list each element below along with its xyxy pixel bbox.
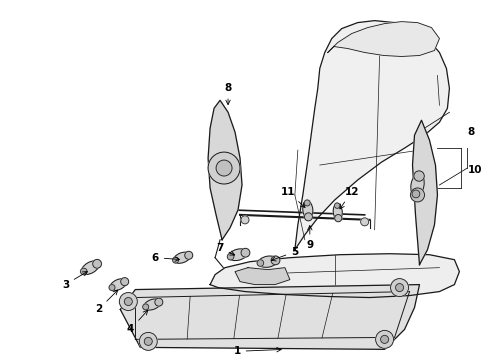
Polygon shape xyxy=(208,100,242,240)
Text: 1: 1 xyxy=(233,346,281,356)
Circle shape xyxy=(381,336,389,343)
Circle shape xyxy=(304,200,310,206)
Ellipse shape xyxy=(173,252,191,263)
Ellipse shape xyxy=(241,248,250,257)
Text: 4: 4 xyxy=(126,310,148,334)
Circle shape xyxy=(143,304,148,310)
Text: 12: 12 xyxy=(340,187,359,209)
Circle shape xyxy=(208,152,240,184)
Polygon shape xyxy=(295,21,449,250)
Circle shape xyxy=(376,330,393,348)
Text: 3: 3 xyxy=(62,271,87,289)
Text: 8: 8 xyxy=(467,127,475,137)
Ellipse shape xyxy=(411,174,424,197)
Circle shape xyxy=(411,188,424,202)
Circle shape xyxy=(227,253,234,260)
Text: 6: 6 xyxy=(151,253,179,263)
Ellipse shape xyxy=(271,256,280,265)
Circle shape xyxy=(216,160,232,176)
Circle shape xyxy=(335,203,340,208)
Circle shape xyxy=(391,279,409,297)
Ellipse shape xyxy=(414,171,424,181)
Polygon shape xyxy=(121,285,419,349)
Polygon shape xyxy=(210,254,460,298)
Circle shape xyxy=(241,216,249,224)
Polygon shape xyxy=(328,22,440,57)
Polygon shape xyxy=(235,268,290,285)
Ellipse shape xyxy=(304,213,313,221)
Circle shape xyxy=(120,293,137,310)
Ellipse shape xyxy=(93,260,101,268)
Circle shape xyxy=(257,260,264,266)
Ellipse shape xyxy=(258,256,278,267)
Text: 5: 5 xyxy=(271,247,298,261)
Ellipse shape xyxy=(155,298,163,306)
Circle shape xyxy=(80,268,87,275)
Circle shape xyxy=(139,332,157,350)
Ellipse shape xyxy=(121,278,129,285)
Circle shape xyxy=(361,218,368,226)
Ellipse shape xyxy=(185,251,193,259)
Text: 10: 10 xyxy=(467,165,482,175)
Ellipse shape xyxy=(303,201,313,219)
Polygon shape xyxy=(413,120,438,265)
Text: 11: 11 xyxy=(281,187,305,207)
Text: 8: 8 xyxy=(224,84,232,104)
Text: 7: 7 xyxy=(217,243,235,255)
Ellipse shape xyxy=(144,299,161,310)
Text: 9: 9 xyxy=(306,226,314,250)
Text: 2: 2 xyxy=(95,290,118,315)
Circle shape xyxy=(124,298,132,306)
Circle shape xyxy=(109,284,115,291)
Ellipse shape xyxy=(333,204,342,220)
Circle shape xyxy=(172,257,179,263)
Ellipse shape xyxy=(110,279,127,291)
Circle shape xyxy=(395,284,404,292)
Circle shape xyxy=(412,190,420,198)
Ellipse shape xyxy=(335,215,342,222)
Circle shape xyxy=(144,337,152,345)
Ellipse shape xyxy=(81,261,99,275)
Ellipse shape xyxy=(228,249,247,261)
